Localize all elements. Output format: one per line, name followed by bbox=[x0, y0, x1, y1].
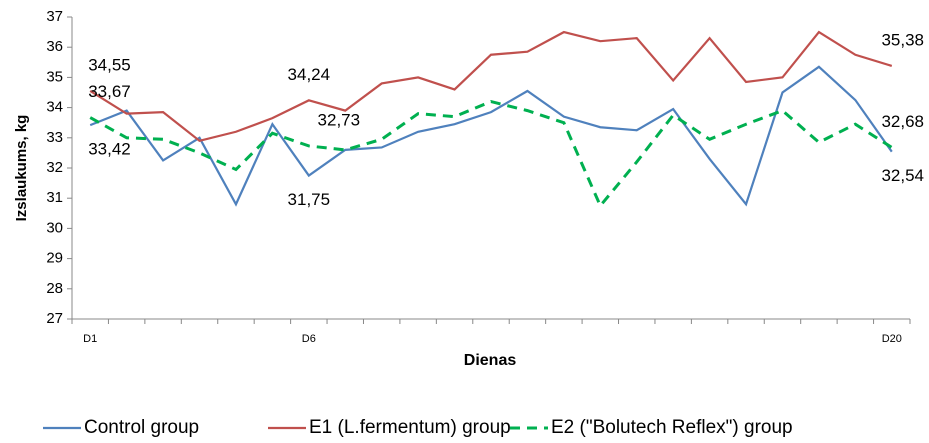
legend-label: E1 (L.fermentum) group bbox=[309, 417, 511, 438]
data-label: 32,73 bbox=[318, 110, 361, 129]
series-line bbox=[89, 65, 893, 207]
y-tick-label: 37 bbox=[46, 8, 63, 25]
x-tick-label: D20 bbox=[882, 333, 902, 345]
y-axis-label: Izslaukums, kg bbox=[13, 115, 30, 222]
y-tick-label: 27 bbox=[46, 310, 63, 327]
x-tick-label: D1 bbox=[83, 333, 97, 345]
data-label: 33,67 bbox=[88, 82, 131, 101]
y-tick-label: 35 bbox=[46, 68, 63, 85]
y-tick-label: 34 bbox=[46, 99, 63, 116]
y-tick-label: 36 bbox=[46, 38, 63, 55]
legend-label: Control group bbox=[84, 417, 199, 438]
y-tick-label: 28 bbox=[46, 280, 63, 297]
y-tick-label: 32 bbox=[46, 159, 63, 176]
data-label: 34,55 bbox=[88, 55, 131, 74]
data-label: 33,42 bbox=[88, 140, 131, 159]
data-label: 35,38 bbox=[881, 30, 924, 49]
x-axis-label: Dienas bbox=[464, 352, 517, 369]
y-tick-label: 33 bbox=[46, 129, 63, 146]
series-line bbox=[89, 99, 893, 209]
data-label: 34,24 bbox=[288, 65, 331, 84]
legend-label: E2 ("Bolutech Reflex") group bbox=[551, 417, 793, 438]
y-tick-label: 30 bbox=[46, 219, 63, 236]
x-tick-label: D6 bbox=[302, 333, 316, 345]
y-tick-label: 29 bbox=[46, 250, 63, 267]
data-label: 31,75 bbox=[288, 190, 331, 209]
data-label: 32,54 bbox=[881, 166, 924, 185]
data-label: 32,68 bbox=[881, 112, 924, 131]
series-line bbox=[89, 30, 893, 143]
y-tick-label: 31 bbox=[46, 189, 63, 206]
